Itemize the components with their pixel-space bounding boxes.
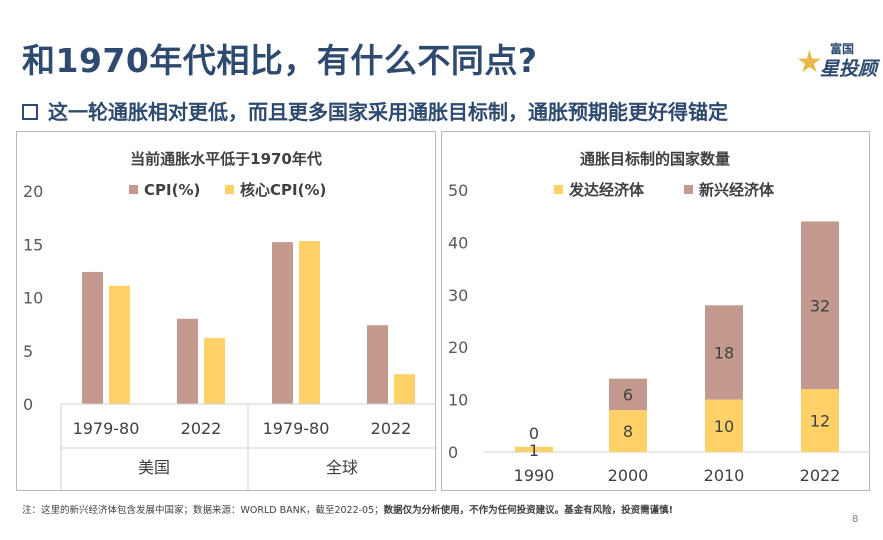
bar <box>204 337 225 404</box>
subtitle-text: 这一轮通胀相对更低，而且更多国家采用通胀目标制，通胀预期能更好得锚定 <box>48 100 728 124</box>
chart-title: 当前通胀水平低于1970年代 <box>130 150 322 168</box>
data-label: 12 <box>810 412 830 431</box>
legend-label: 核心CPI(%) <box>240 181 326 199</box>
x-tick-label: 2022 <box>181 419 222 438</box>
bar <box>394 374 415 404</box>
bar <box>299 241 320 404</box>
x-tick-label: 1979-80 <box>73 419 140 438</box>
data-label: 0 <box>529 424 539 443</box>
star-icon: ★ <box>796 45 823 80</box>
y-tick-label: 5 <box>23 342 33 361</box>
logo-main-text: 星投顾 <box>820 58 878 80</box>
bar-segment <box>515 446 553 452</box>
legend-label: 新兴经济体 <box>699 181 775 199</box>
x-tick-label: 1979-80 <box>263 419 330 438</box>
y-tick-label: 10 <box>448 391 468 410</box>
bar-segment <box>705 399 743 452</box>
legend-label: 发达经济体 <box>568 181 645 199</box>
bar <box>109 285 130 404</box>
legend-swatch <box>129 185 138 194</box>
bar-segment <box>609 378 647 411</box>
footnote-disclaimer: 数据仅为分析使用，不作为任何投资建议。基金有风险，投资需谨慎! <box>383 505 673 516</box>
data-label: 6 <box>623 385 633 404</box>
x-tick-label: 2022 <box>371 419 412 438</box>
data-label: 1 <box>529 441 539 460</box>
y-tick-label: 0 <box>23 395 33 414</box>
y-tick-label: 40 <box>448 233 468 252</box>
footnote: 注：这里的新兴经济体包含发展中国家；数据来源：WORLD BANK，截至2022… <box>22 502 673 516</box>
y-tick-label: 20 <box>23 182 43 201</box>
y-tick-label: 15 <box>23 235 43 254</box>
legend-swatch <box>225 185 234 194</box>
bar <box>272 242 293 404</box>
bar-segment <box>609 410 647 452</box>
logo-top-text: 富国 <box>830 42 855 56</box>
group-label: 全球 <box>326 458 358 477</box>
y-tick-label: 50 <box>448 181 468 200</box>
data-label: 18 <box>714 343 734 362</box>
x-tick-label: 1990 <box>514 466 555 485</box>
y-tick-label: 0 <box>448 443 458 462</box>
y-tick-label: 30 <box>448 286 468 305</box>
bar-segment <box>705 305 743 400</box>
inflation-level-chart: 当前通胀水平低于1970年代 0 5 10 15 20 CPI(%) 核心CPI(%) 1979… <box>23 150 435 490</box>
targeting-chart-panel: 通胀目标制的国家数量 0 10 20 30 40 50 发达经济体 新兴经济体 1 0 1990 8 6 2… <box>441 131 870 491</box>
x-tick-label: 2022 <box>800 466 841 485</box>
square-bullet-icon <box>22 103 38 120</box>
data-label: 8 <box>623 422 633 441</box>
legend-swatch <box>554 185 563 194</box>
bar-segment <box>801 221 839 390</box>
data-label: 32 <box>810 296 830 315</box>
bar <box>82 271 103 404</box>
page-number: 8 <box>852 514 859 525</box>
page-title: 和1970年代相比，有什么不同点? <box>22 41 538 80</box>
y-tick-label: 10 <box>23 289 43 308</box>
inflation-chart-panel: 当前通胀水平低于1970年代 0 5 10 15 20 CPI(%) 核心CPI(%) 1979… <box>16 131 436 491</box>
group-label: 美国 <box>138 458 170 477</box>
bar <box>367 325 388 404</box>
x-tick-label: 2010 <box>704 466 745 485</box>
bar-segment <box>801 389 839 452</box>
legend-label: CPI(%) <box>144 181 200 199</box>
bar <box>177 318 198 404</box>
y-tick-label: 20 <box>448 338 468 357</box>
footnote-source: 注：这里的新兴经济体包含发展中国家；数据来源：WORLD BANK，截至2022… <box>22 505 384 516</box>
chart-title: 通胀目标制的国家数量 <box>580 150 730 168</box>
brand-logo: ★ 富国 星投顾 <box>796 40 878 84</box>
page-subtitle: 这一轮通胀相对更低，而且更多国家采用通胀目标制，通胀预期能更好得锚定 <box>22 96 728 125</box>
legend-swatch <box>684 185 693 194</box>
data-label: 10 <box>714 417 734 436</box>
x-tick-label: 2000 <box>608 466 649 485</box>
